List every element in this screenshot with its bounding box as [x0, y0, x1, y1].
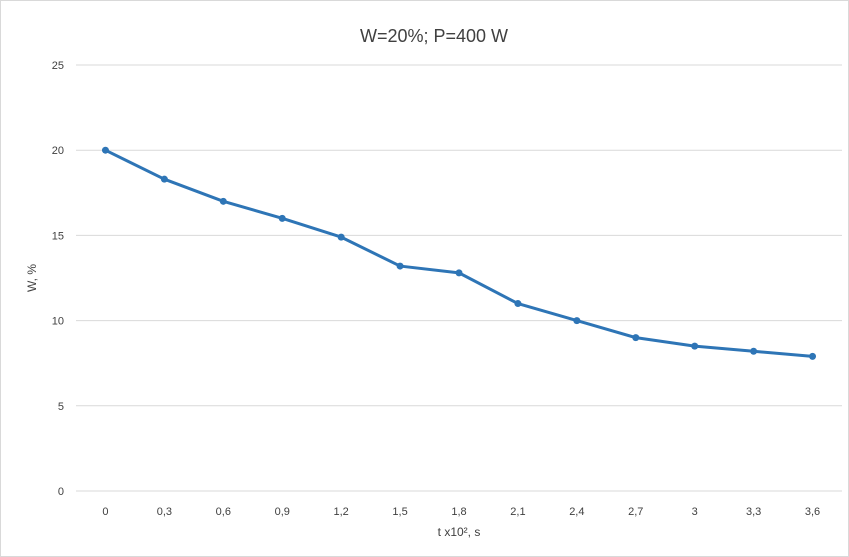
x-tick-label: 0 — [102, 506, 108, 518]
x-tick-label: 0,6 — [216, 506, 231, 518]
y-tick-label: 10 — [52, 316, 64, 328]
x-tick-label: 1,8 — [451, 506, 466, 518]
x-axis-label: t x10², s — [438, 525, 481, 539]
series-line — [103, 148, 815, 358]
data-point — [514, 300, 522, 308]
y-tick-label: 20 — [52, 145, 64, 157]
x-tick-label: 2,4 — [569, 506, 584, 518]
data-point — [573, 317, 581, 325]
y-tick-label: 15 — [52, 230, 64, 242]
data-point — [160, 175, 168, 183]
data-point — [455, 269, 463, 277]
gridlines — [76, 64, 842, 492]
x-tick-label: 3,3 — [746, 506, 761, 518]
series-layer — [101, 146, 817, 360]
x-tick-label: 2,1 — [510, 506, 525, 518]
data-point — [632, 334, 640, 342]
x-tick-label: 0,9 — [275, 506, 290, 518]
y-tick-label: 25 — [52, 60, 64, 72]
x-tick-label: 3 — [692, 506, 698, 518]
x-tick-label: 3,6 — [805, 506, 820, 518]
data-point — [337, 233, 345, 241]
data-point — [750, 347, 758, 355]
data-point — [219, 197, 227, 205]
data-point — [396, 262, 404, 270]
data-point — [278, 214, 286, 222]
x-tick-labels: 0 0,3 0,6 0,9 1,2 1,5 1,8 2,1 2,4 2,7 3 3,3 3,6 — [102, 506, 820, 518]
y-tick-label: 0 — [58, 486, 64, 498]
y-tick-label: 5 — [58, 401, 64, 413]
x-tick-label: 0,3 — [157, 506, 172, 518]
data-point — [809, 352, 817, 360]
y-axis-label: W, % — [25, 264, 39, 292]
x-tick-label: 1,2 — [334, 506, 349, 518]
x-tick-label: 1,5 — [392, 506, 407, 518]
data-point — [101, 146, 109, 154]
y-tick-labels: 0 5 10 15 20 25 — [52, 60, 64, 498]
x-tick-label: 2,7 — [628, 506, 643, 518]
chart-title: W=20%; P=400 W — [360, 26, 508, 46]
data-point — [691, 342, 699, 350]
